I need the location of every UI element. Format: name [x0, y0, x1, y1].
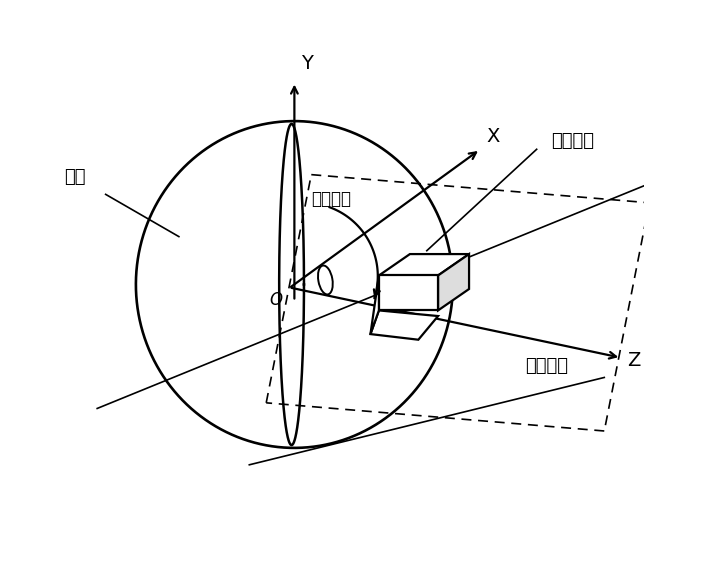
Text: O: O	[270, 291, 283, 310]
Text: X: X	[486, 127, 500, 146]
Polygon shape	[371, 275, 379, 334]
Polygon shape	[379, 275, 438, 311]
Text: 切削刀具: 切削刀具	[551, 132, 594, 150]
Text: 工件: 工件	[64, 168, 85, 187]
Polygon shape	[379, 254, 469, 275]
Text: Y: Y	[301, 54, 313, 73]
Polygon shape	[371, 311, 438, 340]
Text: 旋转方向: 旋转方向	[311, 190, 351, 208]
Text: 进给方向: 进给方向	[526, 357, 568, 375]
Polygon shape	[438, 254, 469, 311]
Text: Z: Z	[627, 351, 640, 370]
